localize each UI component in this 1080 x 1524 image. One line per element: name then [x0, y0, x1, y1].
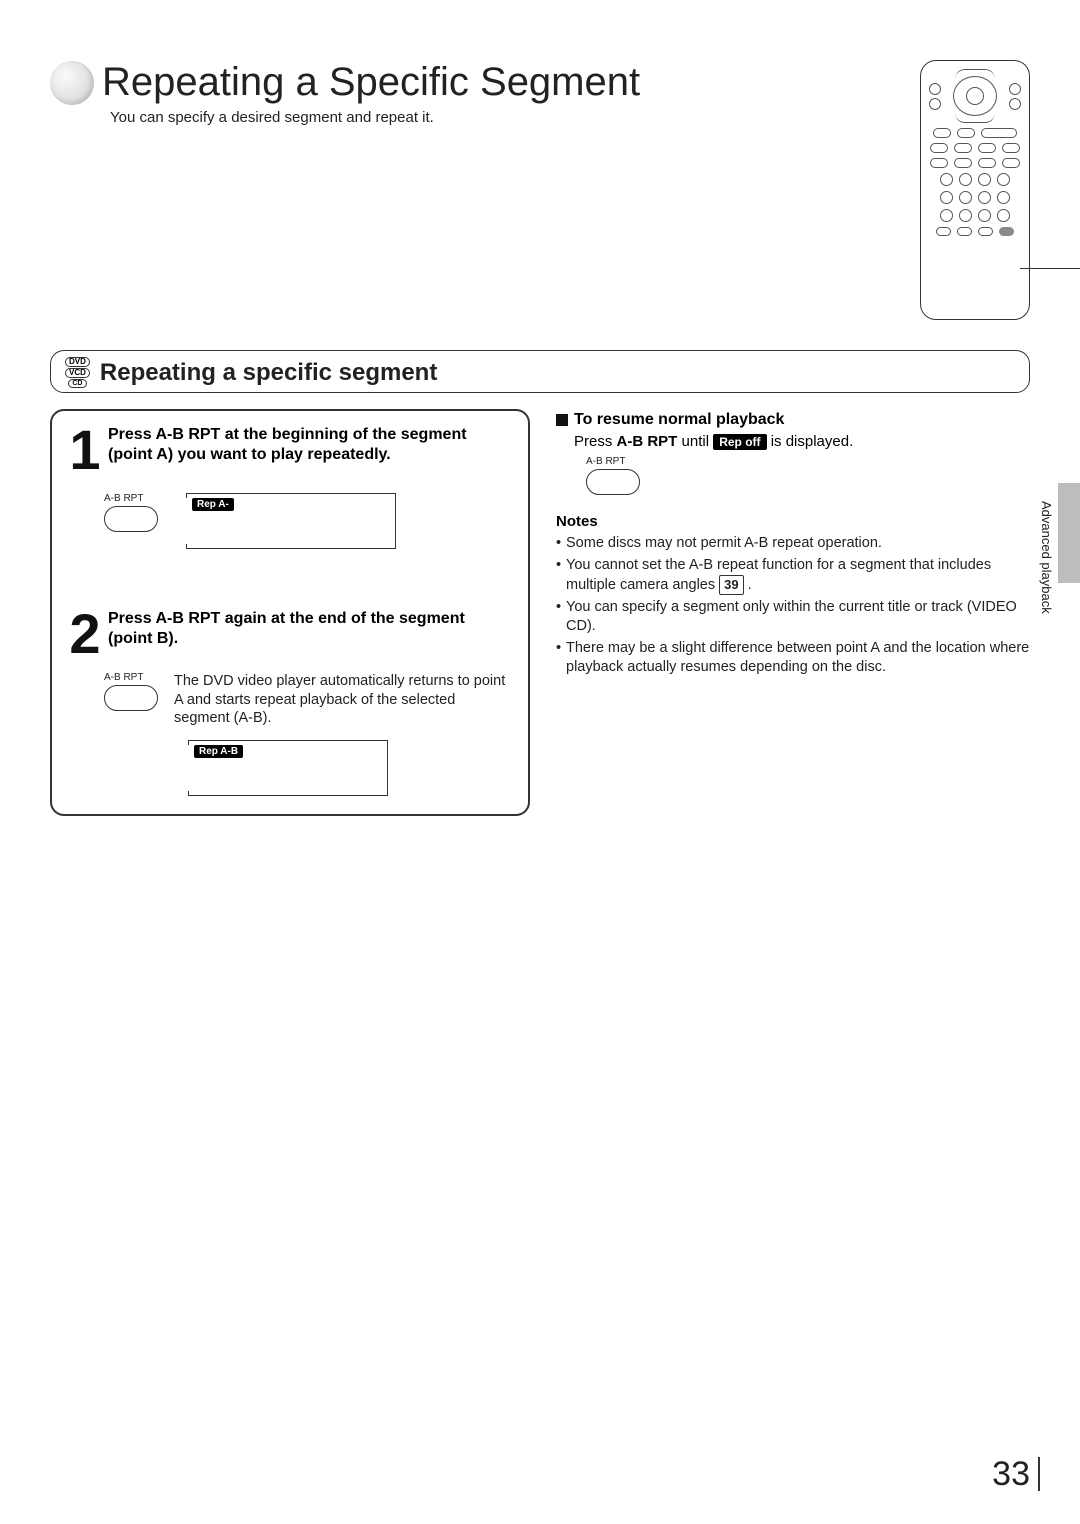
resume-button-caption: A-B RPT: [586, 456, 1030, 467]
steps-box: 1 Press A-B RPT at the beginning of the …: [50, 409, 530, 816]
title-with-bullet: Repeating a Specific Segment: [50, 60, 920, 105]
resume-button-illustration: A-B RPT: [586, 456, 1030, 495]
page-subtitle: You can specify a desired segment and re…: [110, 109, 920, 126]
step-2-screen: Rep A-B: [188, 740, 388, 796]
step-1-screen: Rep A-: [186, 493, 396, 549]
chapter-side-tab: [1058, 483, 1080, 583]
step-1-button-caption: A-B RPT: [104, 493, 158, 504]
step-1-title: Press A-B RPT at the beginning of the se…: [108, 425, 512, 465]
ab-rpt-remote-button-icon: [999, 227, 1014, 236]
step-1-button-illustration: A-B RPT: [104, 493, 158, 532]
notes-heading: Notes: [556, 513, 1030, 530]
step-1: 1 Press A-B RPT at the beginning of the …: [68, 425, 512, 475]
ab-rpt-button-icon: [586, 469, 640, 495]
chapter-side-label: Advanced playback: [1039, 501, 1054, 614]
ab-rpt-button-icon: [104, 506, 158, 532]
remote-diagram: A-B RPT: [920, 60, 1030, 320]
step-2-screen-tag: Rep A-B: [194, 745, 243, 758]
step-2-button-illustration: A-B RPT: [104, 672, 158, 711]
section-header: DVD VCD CD Repeating a specific segment: [50, 350, 1030, 393]
resume-text-post: is displayed.: [767, 433, 854, 450]
resume-text-mid: until: [677, 433, 713, 450]
page-header-row: Repeating a Specific Segment You can spe…: [50, 60, 1030, 320]
resume-heading-row: To resume normal playback: [556, 411, 1030, 429]
page-number: 33: [992, 1455, 1030, 1494]
resume-heading: To resume normal playback: [574, 411, 784, 429]
step-2: 2 Press A-B RPT again at the end of the …: [68, 609, 512, 659]
disc-badge-vcd: VCD: [65, 368, 90, 378]
disc-badge-dvd: DVD: [65, 357, 90, 367]
note-item: You can specify a segment only within th…: [556, 598, 1030, 637]
remote-leader-line: [1020, 268, 1080, 269]
page-reference-badge: 39: [719, 575, 743, 595]
step-2-title: Press A-B RPT again at the end of the se…: [108, 609, 512, 649]
disc-badge-cd: CD: [68, 379, 86, 388]
square-bullet-icon: [556, 414, 568, 426]
title-block: Repeating a Specific Segment You can spe…: [50, 60, 920, 126]
notes-list: Some discs may not permit A-B repeat ope…: [556, 534, 1030, 678]
step-2-number: 2: [68, 609, 102, 659]
resume-instruction: Press A-B RPT until Rep off is displayed…: [574, 433, 1030, 450]
resume-text-pre: Press: [574, 433, 617, 450]
note-item: There may be a slight difference between…: [556, 639, 1030, 678]
rep-off-tag: Rep off: [713, 434, 766, 450]
step-1-number: 1: [68, 425, 102, 475]
content-columns: 1 Press A-B RPT at the beginning of the …: [50, 409, 1030, 816]
left-column: 1 Press A-B RPT at the beginning of the …: [50, 409, 530, 816]
ab-rpt-button-icon: [104, 685, 158, 711]
page-title: Repeating a Specific Segment: [72, 60, 640, 105]
step-2-button-caption: A-B RPT: [104, 672, 158, 683]
disc-type-badges: DVD VCD CD: [65, 357, 90, 388]
step-1-screen-tag: Rep A-: [192, 498, 234, 511]
step-2-description: The DVD video player automatically retur…: [174, 672, 512, 729]
resume-text-bold: A-B RPT: [617, 433, 678, 450]
section-title: Repeating a specific segment: [100, 359, 437, 387]
note-item: Some discs may not permit A-B repeat ope…: [556, 534, 1030, 554]
right-column: To resume normal playback Press A-B RPT …: [556, 409, 1030, 816]
note-item: You cannot set the A-B repeat function f…: [556, 556, 1030, 596]
remote-outline: [920, 60, 1030, 320]
